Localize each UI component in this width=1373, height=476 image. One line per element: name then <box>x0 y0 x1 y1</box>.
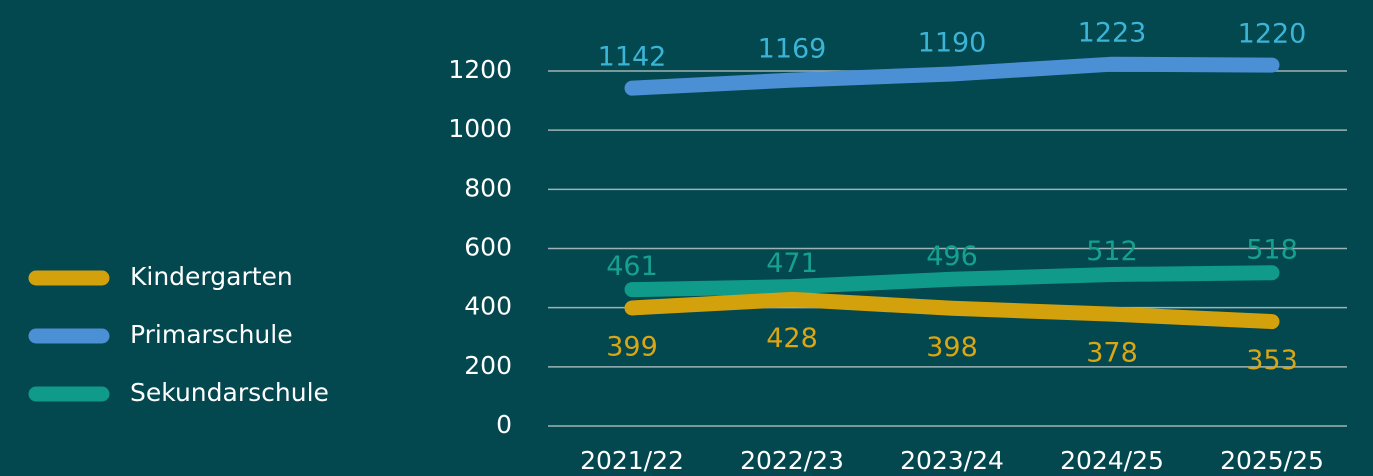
series-line <box>632 273 1272 290</box>
y-tick-label: 800 <box>464 173 512 202</box>
data-label: 1220 <box>1238 19 1307 50</box>
y-tick-label: 1200 <box>448 55 512 84</box>
data-label: 378 <box>1086 338 1138 369</box>
y-tick-label: 1000 <box>448 114 512 143</box>
data-label: 518 <box>1246 234 1298 265</box>
data-label: 1190 <box>918 27 987 58</box>
y-tick-label: 600 <box>464 233 512 262</box>
data-label: 353 <box>1246 345 1298 376</box>
data-label: 1169 <box>758 34 827 65</box>
data-label: 1142 <box>598 42 667 73</box>
data-label: 398 <box>926 332 978 363</box>
page: 0 200 400 600 800 1000 1200 2021/22 2022/23 2023/… <box>0 0 1373 476</box>
data-label: 399 <box>606 331 658 362</box>
chart: 0 200 400 600 800 1000 1200 2021/22 2022/23 2023/… <box>0 0 1373 476</box>
y-tick-label: 400 <box>464 292 512 321</box>
legend-label: Primarschule <box>130 320 293 349</box>
legend-label: Sekundarschule <box>130 378 329 407</box>
legend-label: Kindergarten <box>130 262 293 291</box>
x-tick-label: 2023/24 <box>900 446 1004 475</box>
data-label: 471 <box>766 248 818 279</box>
y-tick-label: 200 <box>464 351 512 380</box>
data-label: 496 <box>926 241 978 272</box>
series-line <box>632 64 1272 88</box>
data-label: 512 <box>1086 236 1138 267</box>
y-tick-label: 0 <box>496 410 512 439</box>
data-label: 428 <box>766 323 818 354</box>
data-label: 1223 <box>1078 18 1147 49</box>
series-line <box>632 299 1272 321</box>
x-tick-label: 2025/25 <box>1220 446 1324 475</box>
data-label: 461 <box>606 251 658 282</box>
x-tick-label: 2022/23 <box>740 446 844 475</box>
x-tick-label: 2021/22 <box>580 446 684 475</box>
x-tick-label: 2024/25 <box>1060 446 1164 475</box>
